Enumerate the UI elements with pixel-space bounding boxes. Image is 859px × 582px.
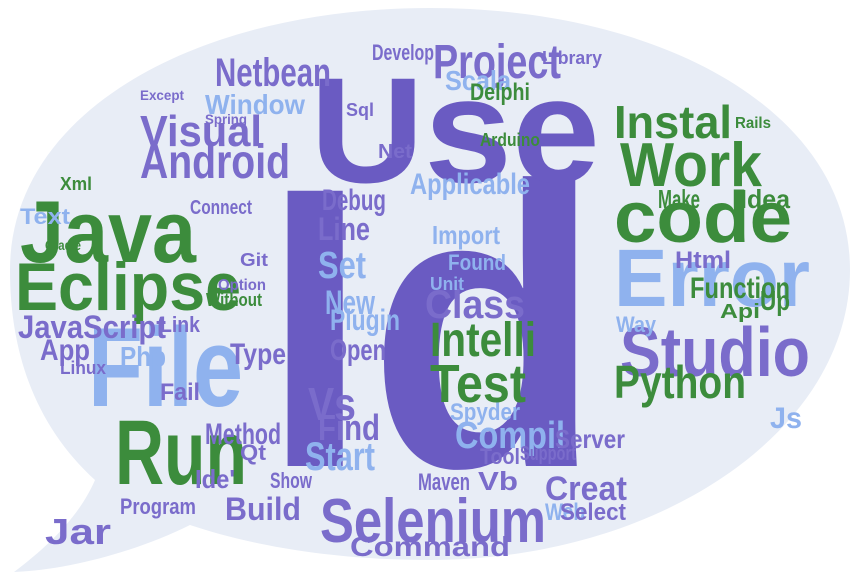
word: Scala	[445, 65, 511, 96]
word: Command	[350, 531, 510, 562]
word: Rails	[735, 115, 771, 132]
word: Connect	[190, 197, 252, 219]
word: Android	[140, 136, 290, 189]
word: Id	[262, 104, 602, 551]
word: Fail	[160, 379, 200, 406]
word: Method	[205, 418, 281, 451]
word: Gradle	[45, 237, 81, 253]
word: Studio	[620, 313, 810, 391]
word: Support	[520, 443, 576, 465]
word: Link	[160, 312, 201, 337]
word: Web	[545, 499, 585, 526]
word: Program	[120, 494, 196, 519]
word: JavaScript	[18, 309, 166, 345]
word: Tool	[480, 444, 520, 469]
speech-bubble	[10, 8, 850, 572]
word: Eclipse	[15, 249, 241, 325]
word: New	[325, 284, 375, 322]
word: Ide'	[195, 464, 235, 494]
word: Window	[205, 89, 305, 120]
word: Html	[675, 247, 731, 274]
word: Project	[433, 36, 561, 89]
word: Except	[140, 87, 184, 103]
word: Unit	[430, 274, 464, 294]
word: Intelli	[430, 314, 536, 367]
word: code	[614, 178, 792, 258]
word: Jar	[45, 511, 111, 552]
word: Netbean	[215, 51, 331, 95]
word: Type	[230, 338, 286, 371]
word: Js	[770, 402, 802, 435]
word: Debug	[322, 184, 386, 217]
word: Set	[318, 245, 366, 287]
word: Arduino	[480, 130, 540, 150]
word: Visual	[140, 107, 262, 156]
word: Api	[720, 301, 760, 323]
word: Server	[555, 424, 625, 454]
word: Text	[20, 204, 71, 229]
word: Develop	[372, 40, 434, 65]
word: Net	[378, 141, 412, 163]
word: Work	[620, 131, 762, 200]
word: Function	[690, 272, 790, 305]
word: Select	[560, 499, 626, 526]
word: Applicable	[410, 168, 530, 201]
word: Find	[318, 407, 380, 448]
word: Found	[448, 250, 506, 275]
word: Without	[206, 290, 262, 310]
word: Make	[658, 184, 700, 214]
word: Option	[218, 277, 266, 294]
word: Sql	[346, 100, 374, 120]
word: Build	[225, 491, 301, 527]
word: Show	[270, 468, 313, 493]
word: Import	[432, 220, 500, 250]
word: Way	[616, 312, 657, 337]
word: Vb	[478, 466, 518, 496]
word: Python	[614, 356, 746, 408]
word: Spyder	[450, 399, 520, 426]
word: Creat	[545, 470, 627, 508]
word: Delphi	[470, 79, 530, 106]
word: Start	[305, 435, 375, 479]
word: Vs	[308, 378, 356, 430]
word: Instal	[614, 96, 732, 148]
word: Idea	[740, 184, 791, 214]
word: Line	[318, 211, 370, 247]
word: Linux	[60, 358, 106, 378]
word: Spring	[205, 111, 247, 127]
word: Error	[614, 233, 810, 324]
word: Selenium	[320, 487, 546, 556]
word: App	[40, 334, 90, 367]
word: Library	[542, 48, 602, 68]
word: Open	[330, 334, 386, 367]
word: Compil	[455, 415, 565, 457]
word: Up	[760, 285, 790, 316]
word: Php	[120, 341, 166, 372]
word: Run	[115, 402, 247, 504]
word: Plugin	[330, 304, 400, 337]
word: Use	[310, 46, 600, 214]
word: File	[88, 305, 243, 430]
word: Test	[430, 354, 526, 414]
word: Qt	[240, 440, 267, 465]
word: Maven	[418, 469, 470, 496]
word: Xml	[60, 174, 92, 194]
word: Class	[425, 283, 525, 327]
word: Java	[20, 182, 197, 281]
word: Git	[240, 250, 268, 270]
